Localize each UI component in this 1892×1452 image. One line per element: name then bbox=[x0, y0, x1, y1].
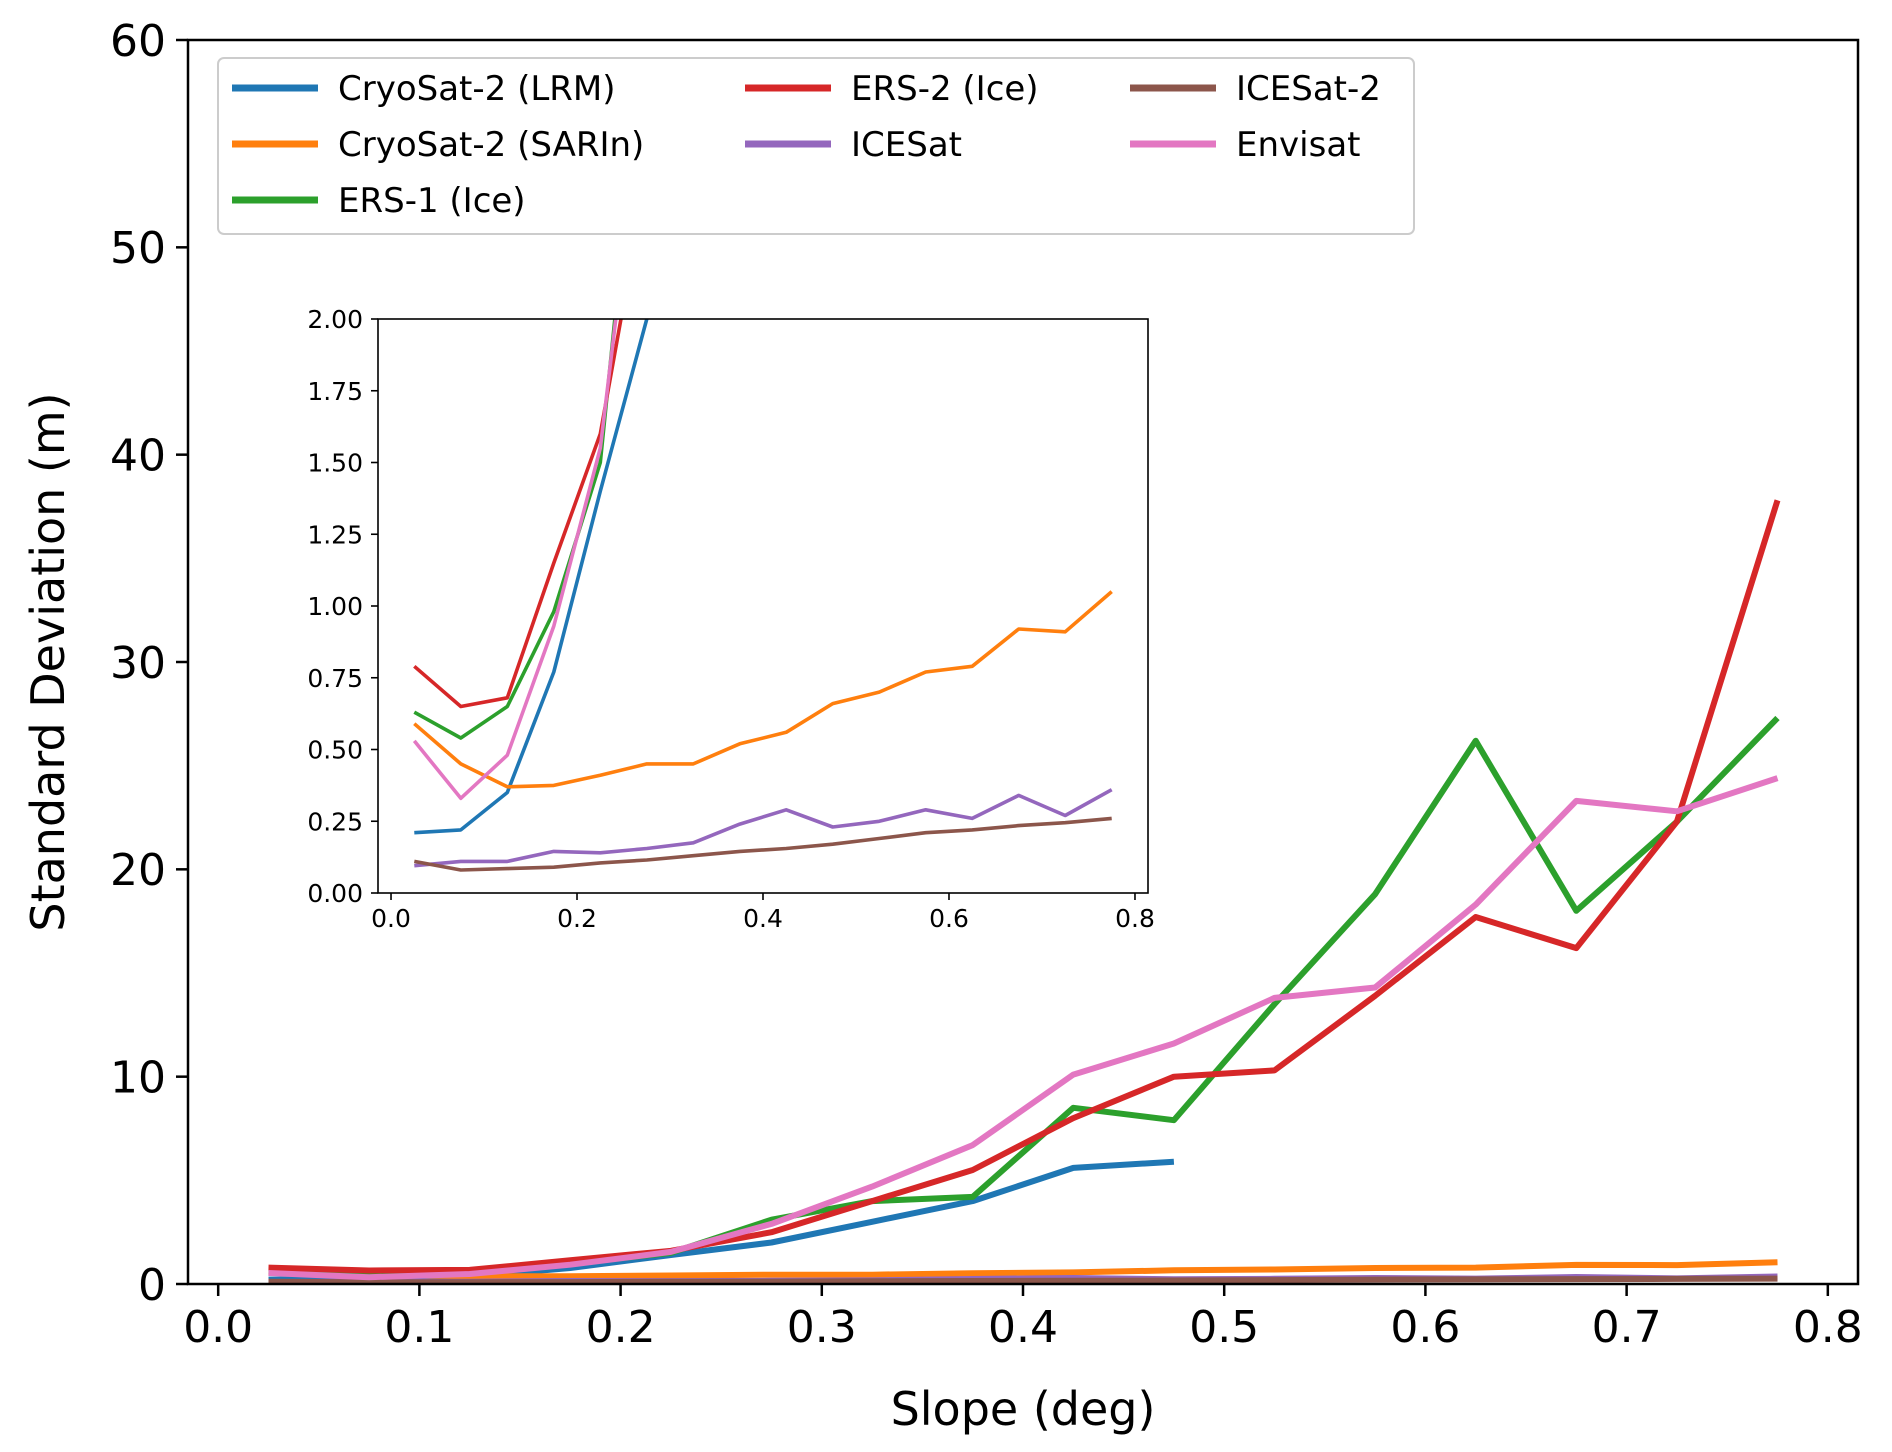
inset-series-cryosat-2-sarin bbox=[413, 590, 1113, 789]
legend-entry-envisat: Envisat bbox=[1130, 125, 1360, 165]
inset-y-tick-label: 1.25 bbox=[307, 520, 363, 549]
main-y-tick-label: 60 bbox=[110, 16, 166, 67]
inset-x-tick-label: 0.4 bbox=[743, 904, 783, 933]
inset-y-tick-label: 2.00 bbox=[307, 305, 363, 334]
inset-series-ers-2-ice bbox=[413, 319, 623, 709]
main-x-tick-label: 0.8 bbox=[1793, 1302, 1863, 1353]
main-x-tick-label: 0.1 bbox=[384, 1302, 454, 1353]
main-series-envisat bbox=[268, 775, 1779, 1281]
legend-entry-cryosat-2-sarin: CryoSat-2 (SARIn) bbox=[232, 125, 644, 165]
main-x-tick-label: 0.7 bbox=[1592, 1302, 1662, 1353]
main-x-tick-label: 0.5 bbox=[1189, 1302, 1259, 1353]
x-axis-title: Slope (deg) bbox=[891, 1382, 1156, 1436]
main-x-tick-label: 0.4 bbox=[988, 1302, 1058, 1353]
legend-label: CryoSat-2 (LRM) bbox=[338, 69, 616, 109]
inset-x-tick-label: 0.2 bbox=[557, 904, 597, 933]
inset-plot-area bbox=[412, 319, 1113, 872]
main-y-tick-label: 50 bbox=[110, 223, 166, 274]
inset-y-tick-label: 1.50 bbox=[307, 449, 363, 478]
inset-series-icesat-2 bbox=[413, 816, 1112, 872]
main-series-ers-2-ice bbox=[268, 499, 1781, 1274]
main-y-tick-label: 0 bbox=[138, 1260, 166, 1311]
main-plot-area bbox=[268, 499, 1781, 1284]
main-y-axis: 0 10 20 30 40 50 60 bbox=[110, 16, 188, 1311]
legend-label: ERS-1 (Ice) bbox=[338, 181, 526, 221]
legend-entry-icesat: ICESat bbox=[745, 125, 962, 165]
main-y-tick-label: 20 bbox=[110, 845, 166, 896]
inset-y-tick-label: 1.75 bbox=[307, 377, 363, 406]
inset-x-tick-label: 0.6 bbox=[929, 904, 969, 933]
inset-background bbox=[378, 319, 1148, 893]
main-x-tick-label: 0.3 bbox=[787, 1302, 857, 1353]
inset-x-axis: 0.0 0.2 0.4 0.6 0.8 bbox=[371, 893, 1155, 933]
inset-x-tick-label: 0.0 bbox=[371, 904, 411, 933]
legend-label: CryoSat-2 (SARIn) bbox=[338, 125, 644, 165]
legend-entry-ers-1-ice: ERS-1 (Ice) bbox=[232, 181, 526, 221]
legend-entry-icesat-2: ICESat-2 bbox=[1130, 69, 1381, 109]
inset-y-tick-label: 0.00 bbox=[307, 879, 363, 908]
main-series-icesat-2 bbox=[268, 1275, 1778, 1284]
inset-y-tick-label: 0.25 bbox=[307, 807, 363, 836]
inset-axes: 0.0 0.2 0.4 0.6 0.8 0.00 0.25 0.50 0.75 1.00 1.25… bbox=[307, 305, 1155, 933]
main-y-tick-label: 30 bbox=[110, 638, 166, 689]
legend-label: Envisat bbox=[1236, 125, 1360, 165]
inset-x-tick-label: 0.8 bbox=[1115, 904, 1155, 933]
y-axis-title: Standard Deviation (m) bbox=[21, 392, 75, 931]
legend: CryoSat-2 (LRM) CryoSat-2 (SARIn) ERS-1 (I… bbox=[217, 57, 1415, 235]
inset-series-ers-1-ice bbox=[413, 319, 617, 740]
inset-y-axis: 0.00 0.25 0.50 0.75 1.00 1.25 1.50 1.75 2.00 bbox=[307, 305, 378, 908]
inset-series-envisat bbox=[412, 319, 618, 801]
inset-y-tick-label: 1.00 bbox=[307, 592, 363, 621]
inset-series-cryosat-2-lrm bbox=[414, 319, 649, 835]
legend-entry-ers-2-ice: ERS-2 (Ice) bbox=[745, 69, 1039, 109]
main-axes: 0.0 0.1 0.2 0.3 0.4 0.5 0.6 0.7 0.8 0 10 20 30 40 50 6… bbox=[21, 16, 1863, 1436]
main-series-cryosat-2-sarin bbox=[268, 1259, 1778, 1280]
inset-y-tick-label: 0.75 bbox=[307, 664, 363, 693]
main-x-axis: 0.0 0.1 0.2 0.3 0.4 0.5 0.6 0.7 0.8 bbox=[183, 1284, 1863, 1353]
legend-label: ERS-2 (Ice) bbox=[851, 69, 1039, 109]
main-x-tick-label: 0.0 bbox=[183, 1302, 253, 1353]
legend-label: ICESat-2 bbox=[1236, 69, 1381, 109]
inset-y-tick-label: 0.50 bbox=[307, 736, 363, 765]
inset-series-icesat bbox=[414, 788, 1113, 868]
legend-label: ICESat bbox=[851, 125, 962, 165]
main-x-tick-label: 0.6 bbox=[1390, 1302, 1460, 1353]
main-y-tick-label: 10 bbox=[110, 1053, 166, 1104]
main-y-tick-label: 40 bbox=[110, 431, 166, 482]
main-x-tick-label: 0.2 bbox=[586, 1302, 656, 1353]
legend-entry-cryosat-2-lrm: CryoSat-2 (LRM) bbox=[232, 69, 616, 109]
